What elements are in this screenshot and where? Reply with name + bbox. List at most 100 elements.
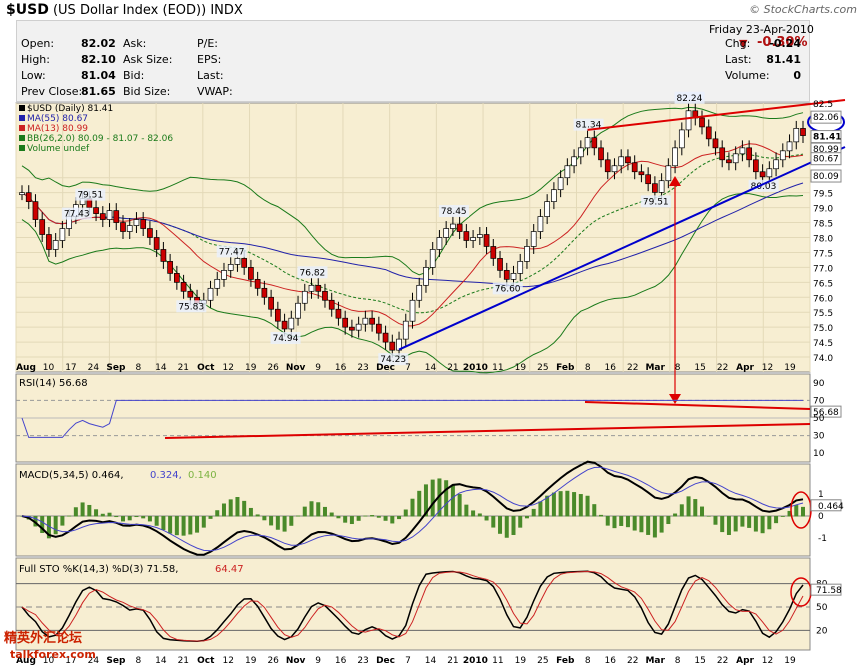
price-point-label: 76.60 bbox=[495, 284, 521, 294]
x-axis-label: 11 bbox=[492, 363, 503, 373]
x-axis-label: 10 bbox=[43, 363, 55, 373]
x-axis-label: 16 bbox=[335, 363, 347, 373]
price-label-bg bbox=[674, 91, 705, 104]
x-axis-label: 22 bbox=[717, 363, 728, 373]
legend-label: MA(13) 80.99 bbox=[27, 124, 88, 134]
x-axis-label: 17 bbox=[65, 363, 76, 373]
candle-body bbox=[490, 246, 497, 259]
macd-histogram-bar bbox=[383, 516, 388, 521]
candle-body bbox=[106, 210, 113, 220]
rsi-axis-label: 50 bbox=[813, 414, 825, 424]
macd-histogram-bar bbox=[255, 514, 260, 517]
macd-histogram-bar bbox=[161, 516, 166, 531]
right-axis-label: 78.0 bbox=[813, 235, 833, 245]
macd-histogram-bar bbox=[53, 516, 58, 535]
candle-body bbox=[180, 281, 187, 292]
right-axis-label: 76.5 bbox=[813, 279, 833, 289]
bottom-x-axis-label: 22 bbox=[717, 656, 728, 666]
quote-label4-2: Volume: bbox=[725, 69, 770, 82]
macd-histogram-bar bbox=[524, 516, 529, 519]
macd-histogram-bar bbox=[686, 496, 691, 517]
x-axis-label: 8 bbox=[675, 363, 681, 373]
candle-body bbox=[463, 231, 470, 241]
candle-body bbox=[126, 225, 133, 232]
macd-histogram-bar bbox=[693, 499, 698, 517]
macd-value-box bbox=[810, 499, 842, 512]
candle-body bbox=[214, 278, 221, 289]
candle-body bbox=[685, 110, 692, 131]
x-axis-label: 12 bbox=[762, 363, 773, 373]
legend-swatch bbox=[19, 145, 25, 151]
bottom-x-axis-label: 14 bbox=[155, 656, 167, 666]
candle-body bbox=[483, 234, 490, 247]
legend-swatch bbox=[19, 135, 25, 141]
candle-body bbox=[645, 174, 651, 185]
bottom-x-axis-label: 12 bbox=[223, 656, 234, 666]
bottom-x-axis-label: Sep bbox=[106, 656, 126, 666]
macd-histogram-bar bbox=[578, 494, 583, 517]
right-axis-label: 80.67 bbox=[813, 155, 839, 165]
macd-histogram-bar bbox=[558, 491, 563, 517]
macd-histogram-bar bbox=[666, 516, 671, 525]
candle-body bbox=[753, 159, 759, 173]
macd-axis-label: -1 bbox=[818, 534, 827, 544]
x-axis-label: 8 bbox=[135, 363, 141, 373]
candle-body bbox=[221, 270, 227, 280]
sto-axis-label: 71.58 bbox=[816, 586, 842, 596]
x-axis-label: 25 bbox=[537, 363, 548, 373]
right-axis-label: 79.5 bbox=[813, 190, 833, 200]
right-axis-label: 75.0 bbox=[813, 324, 833, 334]
candle-body bbox=[584, 137, 591, 149]
macd-histogram-bar bbox=[201, 516, 206, 528]
macd-histogram-bar bbox=[262, 516, 267, 521]
quote-value-1: 82.10 bbox=[81, 53, 116, 66]
bottom-x-axis-label: 26 bbox=[267, 656, 279, 666]
legend-swatch bbox=[19, 125, 25, 131]
candle-body bbox=[396, 338, 402, 351]
bottom-x-axis-label: 9 bbox=[315, 656, 321, 666]
right-axis-label: 74.0 bbox=[813, 354, 833, 364]
candle-body bbox=[450, 223, 456, 229]
candle-body bbox=[355, 323, 362, 331]
quote-value4-0: -0.24 bbox=[769, 37, 801, 50]
macd-histogram-bar bbox=[760, 516, 765, 534]
candle-body bbox=[712, 138, 719, 149]
macd-histogram-bar bbox=[659, 516, 664, 533]
bottom-x-axis-label: 19 bbox=[784, 656, 796, 666]
macd-histogram-bar bbox=[141, 516, 146, 519]
macd-histogram-bar bbox=[296, 515, 301, 517]
candle-body bbox=[402, 320, 409, 340]
candle-body bbox=[295, 302, 301, 319]
chart-title: $USD (US Dollar Index (EOD)) INDX bbox=[6, 2, 243, 18]
watermark-brand: 精英外汇论坛 bbox=[4, 631, 83, 646]
quote-label4-0: Chg: bbox=[725, 37, 751, 50]
candle-body bbox=[328, 299, 335, 310]
candle-body bbox=[598, 147, 604, 161]
macd-histogram-bar bbox=[336, 516, 341, 519]
price-point-label: 77.47 bbox=[219, 247, 245, 257]
macd-histogram-bar bbox=[376, 516, 381, 518]
candle-body bbox=[308, 284, 315, 292]
macd-histogram-bar bbox=[457, 493, 462, 517]
down-triangle-icon: ▼ bbox=[739, 37, 748, 50]
price-point-label: 74.94 bbox=[273, 334, 299, 344]
price-point-label: 81.34 bbox=[576, 121, 602, 131]
change-percent: -0.30% bbox=[757, 35, 808, 50]
macd-histogram-bar bbox=[40, 516, 45, 533]
macd-histogram-bar bbox=[356, 516, 361, 521]
price-label-bg bbox=[492, 282, 523, 295]
candle-body bbox=[227, 264, 234, 271]
rsi-support-trendline bbox=[164, 423, 811, 439]
candle-body bbox=[335, 308, 342, 319]
bottom-x-axis-label: Mar bbox=[645, 656, 665, 666]
macd-histogram-bar bbox=[370, 515, 375, 517]
macd-histogram-bar bbox=[518, 516, 523, 528]
candle-body bbox=[726, 159, 732, 164]
candle-body bbox=[187, 290, 194, 298]
x-axis-label: Dec bbox=[376, 363, 395, 373]
right-axis-label: 78.5 bbox=[813, 220, 833, 230]
macd-histogram-bar bbox=[484, 516, 489, 521]
bottom-x-axis-label: Nov bbox=[286, 656, 306, 666]
candle-body bbox=[658, 180, 665, 193]
bottom-x-axis-label: 16 bbox=[605, 656, 617, 666]
